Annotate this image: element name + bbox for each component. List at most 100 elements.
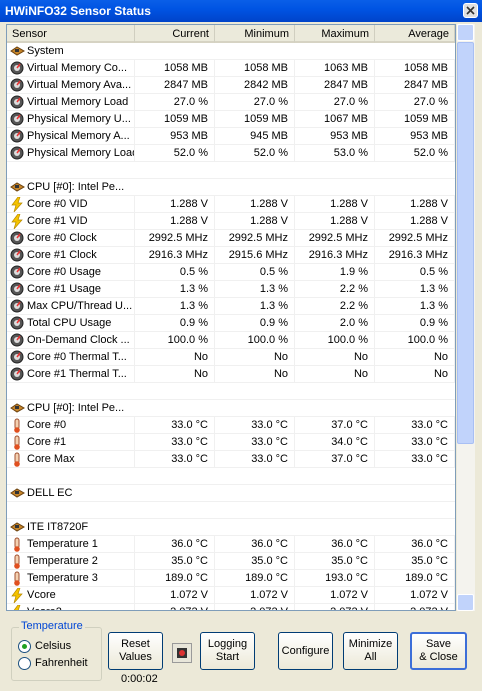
sensor-row[interactable]: Virtual Memory Load 27.0 % 27.0 % 27.0 % 27.… <box>7 94 455 111</box>
sensor-icon <box>10 418 24 434</box>
sensor-value: 100.0 % <box>215 332 295 349</box>
icon-button[interactable] <box>172 643 192 663</box>
sensor-icon <box>10 112 24 128</box>
sensor-value: 1.3 % <box>215 298 295 315</box>
sensor-value: 33.0 °C <box>215 417 295 434</box>
scroll-up[interactable] <box>457 24 474 41</box>
sensor-name: Temperature 2 <box>7 553 135 570</box>
sensor-table: Sensor Current Minimum Maximum Average System… <box>6 24 456 611</box>
blank-row <box>7 502 455 519</box>
sensor-value: 1.288 V <box>375 213 455 230</box>
section-row[interactable]: CPU [#0]: Intel Pe... <box>7 179 455 196</box>
sensor-row[interactable]: Temperature 3 189.0 °C 189.0 °C 193.0 °C 189… <box>7 570 455 587</box>
section-row[interactable]: ITE IT8720F <box>7 519 455 536</box>
sensor-name: Max CPU/Thread U... <box>7 298 135 315</box>
sensor-row[interactable]: Physical Memory A... 953 MB 945 MB 953 MB 95… <box>7 128 455 145</box>
button[interactable]: Save & Close <box>410 632 467 670</box>
sensor-row[interactable]: Core Max 33.0 °C 33.0 °C 37.0 °C 33.0 °C <box>7 451 455 468</box>
sensor-row[interactable]: Core #0 VID 1.288 V 1.288 V 1.288 V 1.288 V <box>7 196 455 213</box>
column-header[interactable]: Average <box>375 25 455 43</box>
radio-option[interactable]: Celsius <box>18 640 98 654</box>
sensor-value: 2916.3 MHz <box>375 247 455 264</box>
sensor-row[interactable]: Total CPU Usage 0.9 % 0.9 % 2.0 % 0.9 % <box>7 315 455 332</box>
sensor-value: 36.0 °C <box>295 536 375 553</box>
sensor-row[interactable]: Vcore 1.072 V 1.072 V 1.072 V 1.072 V <box>7 587 455 604</box>
sensor-value: 1.288 V <box>135 196 215 213</box>
sensor-value: 27.0 % <box>135 94 215 111</box>
column-header[interactable]: Current <box>135 25 215 43</box>
sensor-row[interactable]: Virtual Memory Co... 1058 MB 1058 MB 1063 M… <box>7 60 455 77</box>
button[interactable]: Configure <box>278 632 333 670</box>
sensor-row[interactable]: Core #1 33.0 °C 33.0 °C 34.0 °C 33.0 °C <box>7 434 455 451</box>
sensor-name: On-Demand Clock ... <box>7 332 135 349</box>
sensor-row[interactable]: Core #0 Thermal T... No No No No <box>7 349 455 366</box>
column-header[interactable]: Maximum <box>295 25 375 43</box>
button[interactable]: Minimize All <box>343 632 398 670</box>
section-icon <box>10 180 26 196</box>
sensor-value: 33.0 °C <box>375 417 455 434</box>
button[interactable]: Reset Values <box>108 632 163 670</box>
sensor-value: 2847 MB <box>375 77 455 94</box>
column-header[interactable]: Sensor <box>7 25 135 43</box>
section-row[interactable]: CPU [#0]: Intel Pe... <box>7 400 455 417</box>
close-button[interactable] <box>463 3 478 18</box>
title-bar: HWiNFO32 Sensor Status <box>0 0 482 22</box>
column-header[interactable]: Minimum <box>215 25 295 43</box>
sensor-row[interactable]: Max CPU/Thread U... 1.3 % 1.3 % 2.2 % 1.3 % <box>7 298 455 315</box>
group-title: Temperature <box>19 620 85 632</box>
section-row[interactable]: System <box>7 43 455 60</box>
scroll-thumb[interactable] <box>457 42 474 444</box>
sensor-row[interactable]: Temperature 1 36.0 °C 36.0 °C 36.0 °C 36.0 °… <box>7 536 455 553</box>
sensor-value: No <box>135 366 215 383</box>
sensor-value: No <box>375 366 455 383</box>
sensor-value: 0.5 % <box>215 264 295 281</box>
sensor-row[interactable]: Core #0 Clock 2992.5 MHz 2992.5 MHz 2992.5 … <box>7 230 455 247</box>
sensor-name: Core #1 Clock <box>7 247 135 264</box>
sensor-icon <box>10 537 24 553</box>
sensor-row[interactable]: Vcore22.072 V2.072 V2.072 V2.072 V <box>7 604 455 610</box>
blank-row <box>7 383 455 400</box>
sensor-row[interactable]: On-Demand Clock ... 100.0 % 100.0 % 100.0 %… <box>7 332 455 349</box>
sensor-value: 2915.6 MHz <box>215 247 295 264</box>
sensor-row[interactable]: Core #1 Usage 1.3 % 1.3 % 2.2 % 1.3 % <box>7 281 455 298</box>
sensor-row[interactable]: Core #1 Clock 2916.3 MHz 2915.6 MHz 2916.3 … <box>7 247 455 264</box>
sensor-name: Vcore <box>7 587 135 604</box>
sensor-icon <box>10 367 24 383</box>
sensor-value: 2847 MB <box>135 77 215 94</box>
sensor-row[interactable]: Core #0 33.0 °C 33.0 °C 37.0 °C 33.0 °C <box>7 417 455 434</box>
sensor-icon <box>10 333 24 349</box>
sensor-row[interactable]: Virtual Memory Ava... 2847 MB 2842 MB 2847 … <box>7 77 455 94</box>
sensor-value: 37.0 °C <box>295 417 375 434</box>
sensor-row[interactable]: Core #0 Usage 0.5 % 0.5 % 1.9 % 0.5 % <box>7 264 455 281</box>
sensor-name: Core #0 Thermal T... <box>7 349 135 366</box>
radio-dot[interactable] <box>18 640 31 653</box>
sensor-value: No <box>215 349 295 366</box>
sensor-value: 0.9 % <box>215 315 295 332</box>
sensor-row[interactable]: Physical Memory U... 1059 MB 1059 MB 1067 M… <box>7 111 455 128</box>
sensor-icon <box>10 78 24 94</box>
sensor-name: Core #0 Clock <box>7 230 135 247</box>
radio-dot[interactable] <box>18 657 31 670</box>
sensor-row[interactable]: Core #1 VID 1.288 V 1.288 V 1.288 V 1.288 V <box>7 213 455 230</box>
sensor-value: 0.5 % <box>135 264 215 281</box>
sensor-value: 33.0 °C <box>215 451 295 468</box>
sensor-value: 1059 MB <box>215 111 295 128</box>
sensor-value: 52.0 % <box>215 145 295 162</box>
section-title: CPU [#0]: Intel Pe... <box>7 179 455 196</box>
sensor-value: 2842 MB <box>215 77 295 94</box>
sensor-value: No <box>375 349 455 366</box>
sensor-icon <box>10 231 24 247</box>
sensor-value: 193.0 °C <box>295 570 375 587</box>
scrollbar[interactable] <box>457 24 475 611</box>
sensor-value: No <box>295 366 375 383</box>
scroll-down[interactable] <box>457 594 474 611</box>
button[interactable]: Logging Start <box>200 632 255 670</box>
section-row[interactable]: DELL EC <box>7 485 455 502</box>
sensor-value: 100.0 % <box>295 332 375 349</box>
sensor-value: 33.0 °C <box>135 434 215 451</box>
radio-option[interactable]: Fahrenheit <box>18 657 98 671</box>
sensor-row[interactable]: Physical Memory Load 52.0 % 52.0 % 53.0 % 52… <box>7 145 455 162</box>
sensor-row[interactable]: Temperature 2 35.0 °C 35.0 °C 35.0 °C 35.0 °… <box>7 553 455 570</box>
sensor-row[interactable]: Core #1 Thermal T... No No No No <box>7 366 455 383</box>
sensor-value: 35.0 °C <box>215 553 295 570</box>
